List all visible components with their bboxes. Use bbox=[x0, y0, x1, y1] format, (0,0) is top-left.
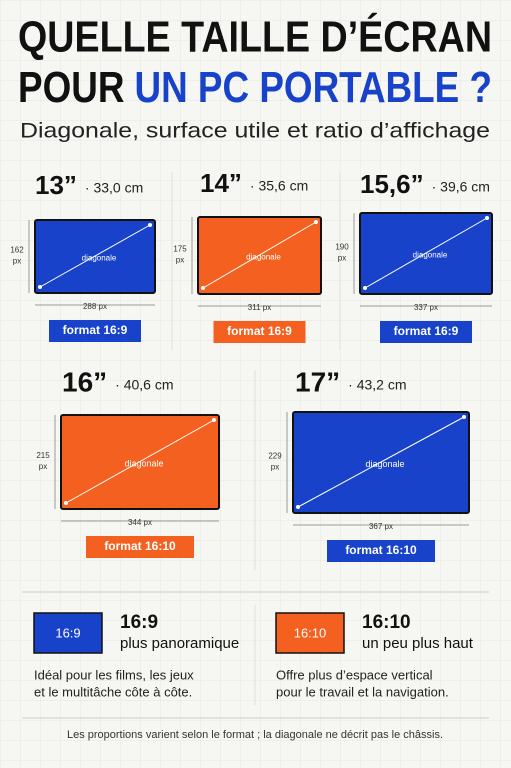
diagonal-dot bbox=[462, 415, 466, 419]
diagonal-dot bbox=[201, 286, 205, 290]
diagonal-line bbox=[364, 217, 488, 289]
diagonal-dot bbox=[212, 418, 216, 422]
legend-subtitle: plus panoramique bbox=[120, 635, 239, 652]
diagonal-line bbox=[202, 221, 317, 289]
diagonal-label: diagonale bbox=[246, 253, 281, 262]
diagonal-dot bbox=[148, 223, 152, 227]
legend-desc: Offre plus d’espace vertical bbox=[276, 667, 433, 682]
legend-desc: Idéal pour les films, les jeux bbox=[34, 667, 194, 682]
format-badge bbox=[327, 540, 435, 562]
diagonal-line bbox=[297, 416, 465, 508]
format-badge bbox=[49, 320, 141, 342]
legend-badge: 16:9 bbox=[55, 625, 80, 640]
format-label: format 16:10 bbox=[345, 543, 417, 557]
diagonal-label: diagonale bbox=[413, 251, 448, 260]
format-label: format 16:9 bbox=[394, 324, 459, 338]
legend-swatch bbox=[275, 612, 345, 654]
screen-cm: · 35,6 cm bbox=[250, 178, 308, 194]
diagonal-line bbox=[39, 224, 151, 288]
legend-swatch bbox=[33, 612, 103, 654]
screen-size: 17” bbox=[295, 366, 340, 397]
diagonal-dot bbox=[38, 285, 42, 289]
legend-subtitle: un peu plus haut bbox=[362, 635, 474, 652]
legend-title: 16:10 bbox=[362, 612, 411, 633]
legend-desc: et le multitâche côte à côte. bbox=[34, 684, 192, 699]
diagonal-dot bbox=[296, 505, 300, 509]
diagonal-label: diagonale bbox=[82, 254, 117, 263]
format-badge bbox=[380, 321, 472, 343]
diagonal-label: diagonale bbox=[365, 459, 404, 469]
footer: Les proportions varient selon le format … bbox=[67, 729, 443, 741]
height-unit: px bbox=[271, 463, 279, 472]
screen-size: 13” bbox=[35, 170, 77, 200]
format-label: format 16:10 bbox=[104, 539, 176, 553]
format-badge bbox=[86, 536, 194, 558]
height-unit: px bbox=[39, 462, 47, 471]
title-line1: QUELLE TAILLE D’ÉCRAN bbox=[18, 12, 492, 62]
height-unit: px bbox=[13, 257, 21, 266]
format-badge bbox=[213, 321, 306, 343]
title-line2: POURUN PC PORTABLE ? bbox=[18, 63, 492, 112]
legend-title: 16:9 bbox=[120, 612, 158, 633]
diagonal-dot bbox=[64, 501, 68, 505]
legend-desc: pour le travail et la navigation. bbox=[276, 684, 449, 699]
title-highlight: UN PC PORTABLE ? bbox=[134, 63, 492, 112]
format-label: format 16:9 bbox=[63, 323, 128, 337]
screen-size: 14” bbox=[200, 168, 242, 198]
height-unit: px bbox=[176, 256, 184, 265]
diagonal-line bbox=[65, 419, 215, 504]
height-label: 162 bbox=[10, 246, 24, 255]
screen-size: 15,6” bbox=[360, 169, 424, 199]
height-unit: px bbox=[338, 254, 346, 263]
subtitle: Diagonale, surface utile et ratio d’affi… bbox=[20, 120, 490, 143]
screen-cm: · 33,0 cm bbox=[85, 180, 143, 196]
width-label: 344 px bbox=[128, 518, 152, 527]
diagonal-dot bbox=[485, 216, 489, 220]
title-part: POUR bbox=[18, 63, 124, 112]
screen-cm: · 40,6 cm bbox=[115, 377, 173, 393]
height-label: 175 bbox=[173, 245, 187, 254]
width-label: 311 px bbox=[248, 303, 271, 312]
height-label: 229 bbox=[268, 452, 282, 461]
format-label: format 16:9 bbox=[227, 324, 292, 338]
screen-size: 16” bbox=[62, 366, 107, 397]
screen-cm: · 43,2 cm bbox=[348, 377, 406, 393]
width-label: 337 px bbox=[414, 303, 438, 312]
width-label: 367 px bbox=[369, 522, 393, 531]
height-label: 215 bbox=[36, 451, 50, 460]
diagonal-label: diagonale bbox=[124, 458, 163, 468]
diagonal-dot bbox=[363, 286, 367, 290]
diagonal-dot bbox=[314, 220, 318, 224]
height-label: 190 bbox=[335, 243, 349, 252]
screen-cm: · 39,6 cm bbox=[432, 179, 490, 195]
legend-badge: 16:10 bbox=[294, 625, 327, 640]
width-label: 288 px bbox=[83, 302, 107, 311]
